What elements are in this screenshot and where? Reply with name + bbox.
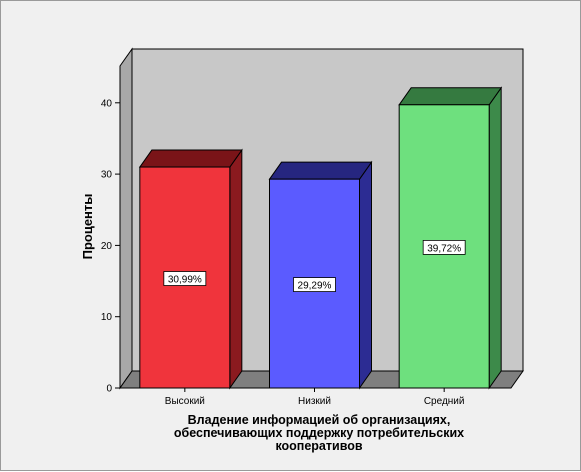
bar-3 <box>398 86 503 390</box>
y-tick-label: 40 <box>101 98 113 109</box>
data-label-text: 30,99% <box>168 275 202 286</box>
x-axis-title: Владение информацией об организациях, обе… <box>174 413 464 453</box>
x-axis-title-line-2: обеспечивающих поддержку потребительских <box>174 426 464 440</box>
data-label-text: 39,72% <box>427 243 461 254</box>
bar-2 <box>268 160 373 390</box>
bar-1 <box>138 148 243 390</box>
x-tick-label-3: Средний <box>424 396 465 407</box>
data-label-3: 39,72% <box>422 239 466 255</box>
data-label-text: 29,29% <box>298 281 332 292</box>
data-label-box <box>422 239 466 255</box>
x-axis-title-line-3: кооперативов <box>275 439 362 453</box>
bar-side-1 <box>229 148 243 390</box>
data-label-box <box>163 271 207 286</box>
bar-side-3 <box>488 86 502 390</box>
data-label-2: 29,29% <box>293 277 336 292</box>
x-axis-title-line-1: Владение информацией об организациях, <box>188 413 451 427</box>
y-tick-label: 30 <box>101 170 113 181</box>
bar-top-2 <box>268 161 373 180</box>
x-tick-label-1: Высокий <box>165 396 205 407</box>
y-axis-title: Проценты <box>80 194 95 260</box>
bar-top-3 <box>398 87 503 106</box>
y-tick-label: 0 <box>106 384 112 395</box>
x-tick-label-2: Низкий <box>298 396 331 407</box>
data-label-box <box>293 277 336 292</box>
side-wall <box>119 47 133 390</box>
data-label-1: 30,99% <box>163 271 207 286</box>
bar-top-1 <box>138 149 243 168</box>
bar-side-2 <box>359 160 372 390</box>
y-tick-label: 20 <box>101 241 113 252</box>
y-tick-label: 10 <box>101 312 113 323</box>
